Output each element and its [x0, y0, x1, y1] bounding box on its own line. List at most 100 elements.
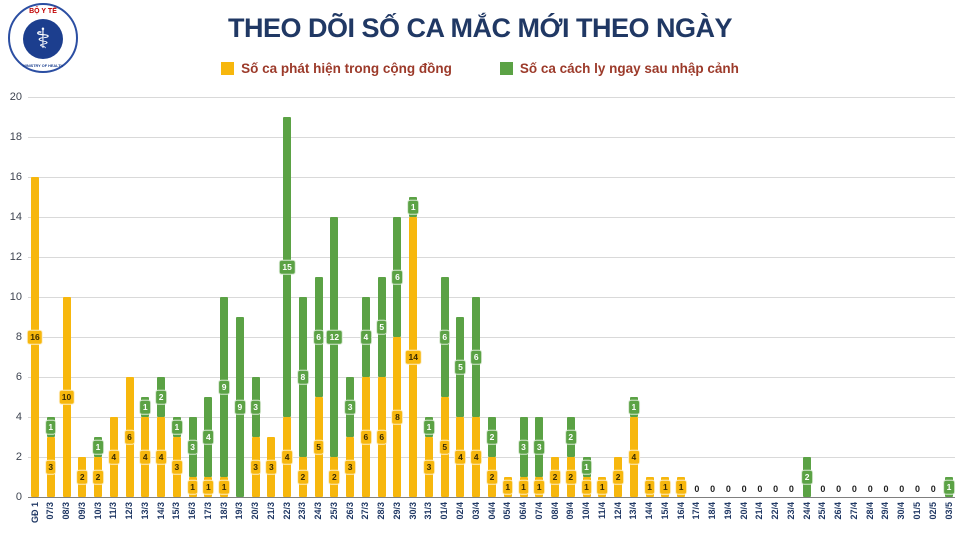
x-tick-label: 12/3 — [124, 502, 135, 520]
value-label-imported: 6 — [470, 349, 483, 365]
value-label-imported: 2 — [486, 429, 498, 445]
x-tick-label: 13/4 — [628, 502, 639, 520]
x-tick-label: GĐ 1 — [29, 502, 40, 524]
value-label-imported: 1 — [407, 199, 420, 215]
value-label-community: 1 — [643, 479, 656, 495]
grid-line — [28, 176, 955, 178]
x-tick-label: 02/5 — [927, 502, 938, 520]
x-tick-label: 22/3 — [281, 502, 292, 520]
value-label-imported: 1 — [580, 459, 593, 475]
x-tick-label: 24/3 — [313, 502, 324, 520]
x-tick-label: 19/3 — [234, 502, 245, 520]
grid-line — [28, 336, 955, 338]
x-tick-label: 11/4 — [596, 502, 607, 520]
value-label-community: 3 — [344, 459, 357, 475]
x-tick-label: 21/3 — [265, 502, 276, 520]
value-label-imported: 3 — [344, 399, 357, 415]
logo-bottom-text: MINISTRY OF HEALTH — [22, 62, 64, 68]
legend-item-imported: Số ca cách ly ngay sau nhập cảnh — [499, 61, 739, 76]
value-label-community: 2 — [328, 469, 341, 485]
zero-value-label: 0 — [899, 484, 905, 494]
value-label-imported: 3 — [533, 439, 546, 455]
x-tick-label: 15/3 — [171, 502, 182, 520]
x-tick-label: 16/3 — [187, 502, 198, 520]
zero-value-label: 0 — [773, 484, 779, 494]
value-label-imported: 3 — [186, 439, 199, 455]
value-label-imported: 6 — [438, 329, 451, 345]
y-tick-label: 4 — [15, 411, 22, 423]
zero-value-label: 0 — [757, 484, 763, 494]
value-label-community: 6 — [375, 429, 388, 445]
x-tick-label: 25/3 — [328, 502, 339, 520]
x-tick-label: 26/3 — [344, 502, 355, 520]
value-label-imported: 1 — [44, 419, 57, 435]
value-label-community: 1 — [580, 479, 593, 495]
value-label-imported: 5 — [454, 359, 467, 375]
y-tick-label: 0 — [15, 491, 22, 503]
x-tick-label: 17/3 — [202, 502, 213, 520]
zero-value-label: 0 — [836, 484, 842, 494]
x-tick-label: 03/4 — [470, 502, 481, 520]
value-label-community: 2 — [549, 469, 561, 485]
x-tick-label: 25/4 — [817, 502, 828, 520]
value-label-community: 1 — [186, 479, 199, 495]
chart-title: THEO DÕI SỐ CA MẮC MỚI THEO NGÀY — [227, 13, 733, 43]
value-label-imported: 2 — [155, 389, 167, 405]
y-tick-label: 12 — [9, 251, 22, 263]
x-tick-label: 28/4 — [864, 502, 875, 520]
zero-value-label: 0 — [725, 484, 731, 494]
logo-emblem: ⚕ — [23, 19, 63, 60]
legend: Số ca phát hiện trong cộng đồng Số ca cá… — [0, 61, 960, 76]
staff-of-asclepius-icon: ⚕ — [35, 23, 51, 55]
value-label-community: 1 — [596, 479, 609, 495]
zero-value-label: 0 — [694, 484, 700, 494]
grid-line — [28, 96, 955, 98]
x-tick-label: 10/4 — [581, 502, 592, 520]
x-tick-label: 21/4 — [754, 502, 765, 520]
x-tick-label: 30/4 — [896, 502, 907, 520]
value-label-imported: 6 — [312, 329, 325, 345]
zero-value-label: 0 — [867, 484, 873, 494]
x-tick-label: 16/4 — [675, 502, 686, 520]
value-label-community: 3 — [265, 459, 278, 475]
x-tick-label: 28/3 — [376, 502, 387, 520]
value-label-community: 5 — [312, 439, 325, 455]
value-label-community: 1 — [202, 479, 215, 495]
value-label-community: 4 — [107, 449, 120, 465]
value-label-community: 4 — [627, 449, 640, 465]
y-tick-label: 8 — [15, 331, 22, 343]
value-label-community: 4 — [470, 449, 483, 465]
y-tick-label: 10 — [9, 291, 22, 303]
value-label-community: 3 — [249, 459, 262, 475]
value-label-community: 6 — [360, 429, 372, 445]
x-tick-label: 10/3 — [92, 502, 103, 520]
value-label-community: 2 — [92, 469, 104, 485]
value-label-community: 1 — [659, 479, 672, 495]
x-tick-label: 27/4 — [848, 502, 859, 520]
zero-value-label: 0 — [883, 484, 889, 494]
x-tick-label: 14/4 — [644, 502, 655, 520]
x-tick-label: 04/4 — [486, 502, 497, 520]
value-label-imported: 1 — [92, 439, 104, 455]
value-label-imported: 2 — [801, 469, 814, 485]
x-tick-label: 02/4 — [454, 502, 465, 520]
value-label-imported: 3 — [249, 399, 262, 415]
value-label-imported: 1 — [170, 419, 183, 435]
y-tick-label: 18 — [9, 131, 22, 143]
grid-line — [28, 376, 955, 378]
value-label-imported: 15 — [278, 259, 296, 275]
x-axis-line — [28, 496, 955, 498]
value-label-community: 1 — [501, 479, 514, 495]
value-label-imported: 1 — [423, 419, 435, 435]
x-tick-label: 07/4 — [533, 502, 544, 520]
value-label-community: 2 — [612, 469, 624, 485]
x-tick-label: 29/3 — [391, 502, 402, 520]
value-label-community: 5 — [438, 439, 451, 455]
legend-label-imported: Số ca cách ly ngay sau nhập cảnh — [519, 61, 739, 76]
value-label-community: 16 — [26, 329, 44, 345]
value-label-community: 1 — [675, 479, 687, 495]
x-tick-label: 23/4 — [785, 502, 796, 520]
value-label-imported: 9 — [233, 399, 246, 415]
x-tick-label: 01/4 — [439, 502, 450, 520]
value-label-community: 6 — [123, 429, 136, 445]
